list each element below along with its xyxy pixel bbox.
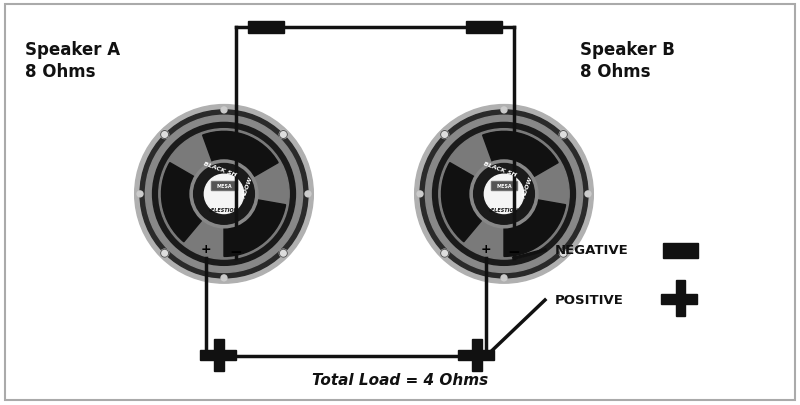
Text: +: + <box>201 242 211 255</box>
Bar <box>661 294 697 304</box>
Text: Total Load = 4 Ohms: Total Load = 4 Ohms <box>312 373 488 388</box>
Circle shape <box>438 129 570 260</box>
Bar <box>213 183 235 190</box>
Text: +: + <box>481 242 491 255</box>
Circle shape <box>433 123 575 266</box>
Text: Speaker A
8 Ohms: Speaker A 8 Ohms <box>25 41 120 81</box>
Bar <box>491 182 517 191</box>
Text: POSITIVE: POSITIVE <box>555 294 624 307</box>
Text: BLACK SH: BLACK SH <box>482 161 517 178</box>
Circle shape <box>441 131 449 139</box>
Circle shape <box>420 111 588 278</box>
Circle shape <box>137 192 143 197</box>
Circle shape <box>279 249 287 258</box>
Circle shape <box>161 249 169 258</box>
Wedge shape <box>482 132 558 194</box>
Wedge shape <box>442 163 504 242</box>
Bar <box>493 183 515 190</box>
Circle shape <box>501 108 507 113</box>
Wedge shape <box>224 194 286 257</box>
Circle shape <box>190 160 258 228</box>
Circle shape <box>501 275 507 281</box>
Bar <box>458 350 494 360</box>
Text: −: − <box>230 244 242 259</box>
Circle shape <box>470 160 538 228</box>
Circle shape <box>474 164 534 225</box>
Wedge shape <box>202 132 278 194</box>
Text: ADOW: ADOW <box>242 176 254 198</box>
Text: ADOW: ADOW <box>522 176 534 198</box>
Wedge shape <box>504 194 566 257</box>
Circle shape <box>153 123 295 266</box>
Bar <box>663 243 698 258</box>
Circle shape <box>140 111 308 278</box>
Bar <box>248 22 284 34</box>
Bar <box>676 280 685 316</box>
Wedge shape <box>162 163 224 242</box>
Circle shape <box>221 108 227 113</box>
Circle shape <box>559 249 567 258</box>
Circle shape <box>204 175 244 214</box>
Bar <box>211 182 237 191</box>
Circle shape <box>417 192 423 197</box>
Circle shape <box>161 131 169 139</box>
Circle shape <box>414 105 594 284</box>
Circle shape <box>484 175 524 214</box>
Circle shape <box>279 131 287 139</box>
Circle shape <box>441 249 449 258</box>
Circle shape <box>134 105 314 284</box>
Circle shape <box>305 192 311 197</box>
Bar <box>466 22 502 34</box>
Circle shape <box>559 131 567 139</box>
Circle shape <box>158 129 290 260</box>
Text: Speaker B
8 Ohms: Speaker B 8 Ohms <box>580 41 675 81</box>
Bar <box>200 350 236 360</box>
Text: −: − <box>508 244 520 259</box>
Text: MESA: MESA <box>496 184 512 189</box>
Bar <box>472 339 482 371</box>
Text: MESA: MESA <box>216 184 232 189</box>
Circle shape <box>194 164 254 225</box>
Circle shape <box>426 116 582 273</box>
Bar <box>214 339 224 371</box>
Text: cELESTION: cELESTION <box>489 208 519 213</box>
Circle shape <box>221 275 227 281</box>
Circle shape <box>146 116 302 273</box>
Circle shape <box>585 192 591 197</box>
Text: NEGATIVE: NEGATIVE <box>555 244 629 257</box>
Text: cELESTION: cELESTION <box>209 208 239 213</box>
Text: BLACK SH: BLACK SH <box>202 161 237 178</box>
